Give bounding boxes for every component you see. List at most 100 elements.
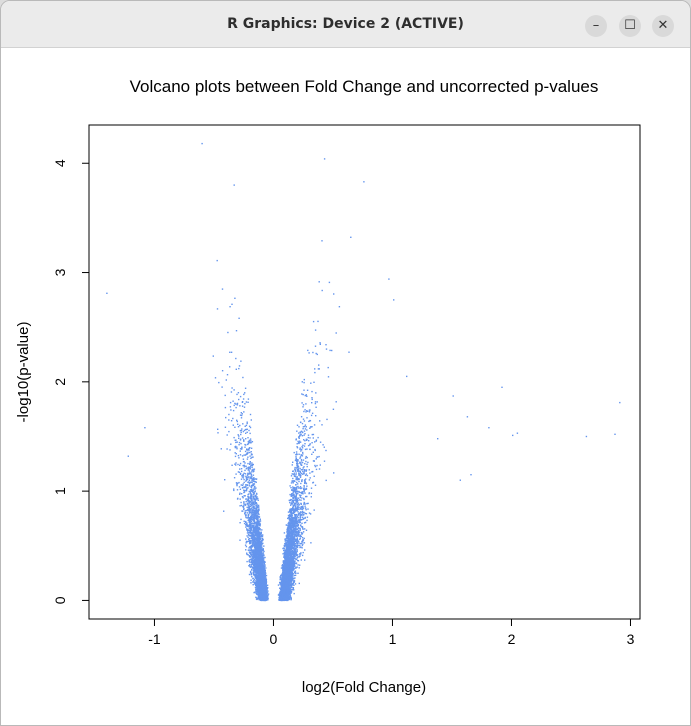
data-point xyxy=(289,589,291,591)
data-point xyxy=(297,514,299,517)
data-point xyxy=(308,352,310,354)
data-point xyxy=(265,574,268,577)
data-point xyxy=(294,572,297,574)
data-point xyxy=(238,437,240,439)
data-point xyxy=(299,496,302,499)
data-point xyxy=(254,543,256,545)
data-point xyxy=(295,507,297,509)
data-point xyxy=(250,457,252,459)
data-point xyxy=(299,470,301,473)
data-point xyxy=(254,502,257,504)
data-point xyxy=(260,545,262,547)
data-point xyxy=(293,550,295,552)
data-point xyxy=(283,567,285,569)
data-point xyxy=(262,538,264,540)
data-point xyxy=(252,531,254,533)
data-point xyxy=(261,542,263,544)
data-point xyxy=(297,492,299,495)
data-point xyxy=(299,447,301,449)
data-point xyxy=(318,368,320,370)
data-point xyxy=(297,502,300,504)
data-point xyxy=(300,524,302,526)
data-point xyxy=(298,567,300,569)
data-point xyxy=(304,480,306,482)
data-point xyxy=(253,556,255,559)
data-point xyxy=(239,472,242,475)
data-point xyxy=(243,478,245,481)
data-point xyxy=(277,584,280,586)
data-point xyxy=(331,349,333,352)
data-point xyxy=(290,475,293,477)
data-point xyxy=(249,549,251,551)
data-point xyxy=(245,432,247,434)
data-point xyxy=(261,535,264,538)
data-point xyxy=(281,566,284,569)
data-point xyxy=(249,413,252,416)
data-point xyxy=(307,436,309,439)
data-point xyxy=(267,594,269,596)
data-point xyxy=(303,434,305,436)
data-point xyxy=(263,545,265,547)
data-point xyxy=(298,530,300,532)
data-point xyxy=(264,575,266,577)
data-point xyxy=(297,513,300,515)
data-point xyxy=(296,470,299,472)
data-point xyxy=(300,508,302,510)
title-bar[interactable]: R Graphics: Device 2 (ACTIVE) – ☐ ✕ xyxy=(1,1,690,48)
data-point xyxy=(302,531,305,533)
data-point xyxy=(250,547,252,549)
data-point xyxy=(308,440,310,442)
data-point xyxy=(350,236,352,238)
data-point xyxy=(303,484,305,487)
data-point xyxy=(238,444,240,446)
data-point xyxy=(250,502,252,504)
data-point xyxy=(318,281,320,283)
data-point xyxy=(287,599,289,602)
data-point xyxy=(253,564,255,567)
data-point xyxy=(242,423,244,425)
close-icon: ✕ xyxy=(657,18,669,33)
data-point xyxy=(247,437,249,439)
data-point xyxy=(332,408,335,410)
data-point xyxy=(263,550,265,553)
data-point xyxy=(314,345,317,347)
data-point xyxy=(311,433,313,436)
close-button[interactable]: ✕ xyxy=(652,15,674,37)
data-point xyxy=(257,525,259,527)
data-point xyxy=(254,531,256,533)
data-point xyxy=(294,499,296,501)
data-point xyxy=(245,444,247,446)
data-point xyxy=(231,303,233,305)
data-point xyxy=(246,517,248,519)
data-point xyxy=(302,493,304,495)
data-point xyxy=(244,403,246,405)
data-point xyxy=(246,478,249,481)
data-point xyxy=(291,499,293,501)
data-point xyxy=(305,482,308,485)
data-point xyxy=(315,352,317,355)
data-point xyxy=(244,510,246,512)
data-point xyxy=(313,509,315,511)
minimize-button[interactable]: – xyxy=(585,15,607,37)
data-point xyxy=(302,470,304,473)
data-point xyxy=(295,493,298,496)
data-point xyxy=(279,578,281,581)
data-point xyxy=(294,470,297,472)
data-point xyxy=(304,516,306,519)
data-point xyxy=(254,490,256,492)
data-point xyxy=(242,475,245,477)
data-point xyxy=(285,542,287,544)
data-point xyxy=(296,545,299,547)
data-point xyxy=(319,420,321,422)
data-point xyxy=(306,463,308,465)
data-point xyxy=(295,533,297,535)
data-point xyxy=(296,566,298,568)
data-point xyxy=(251,456,253,459)
data-point xyxy=(246,488,248,490)
data-point xyxy=(317,320,319,323)
maximize-button[interactable]: ☐ xyxy=(619,15,641,37)
data-point xyxy=(292,559,294,561)
data-point xyxy=(303,473,305,475)
data-point xyxy=(294,510,296,512)
